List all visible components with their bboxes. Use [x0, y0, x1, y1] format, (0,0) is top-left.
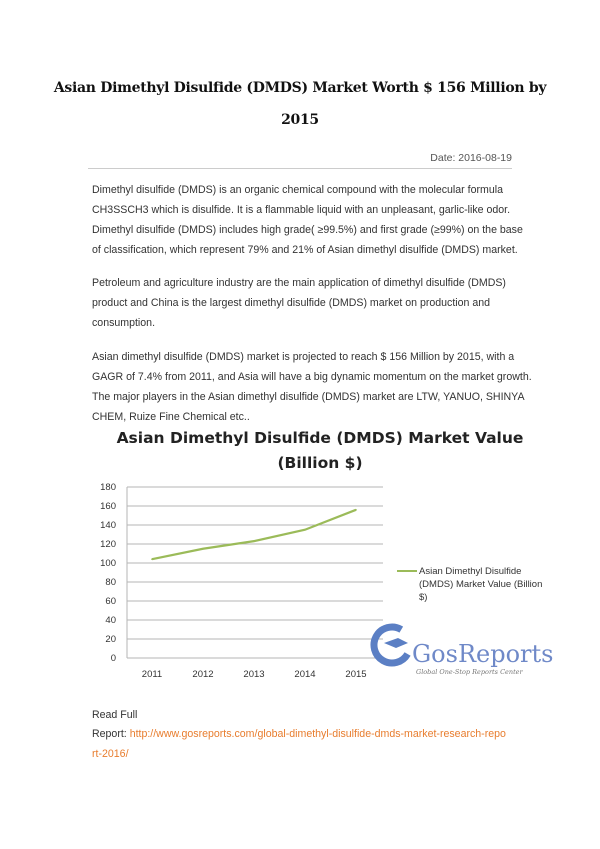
document-title-line-2: 2015 [281, 112, 319, 128]
y-tick-label: 40 [105, 615, 116, 626]
x-tick-label: 2011 [142, 669, 162, 680]
logo-cap-icon [384, 638, 408, 648]
legend-label-line-2: (DMDS) Market Value (Billion [419, 579, 542, 590]
logo-text: GosReports [412, 640, 553, 668]
x-tick-label: 2012 [192, 669, 213, 680]
gosreports-logo: GosReports Global One-Stop Reports Cente… [370, 623, 553, 676]
data-point [355, 509, 357, 511]
legend-label-line-1: Asian Dimethyl Disulfide [419, 566, 521, 577]
y-tick-label: 80 [105, 577, 116, 588]
data-point [202, 547, 204, 550]
legend-label-line-3: $) [419, 592, 427, 603]
divider [88, 168, 512, 169]
document-title-line-1: Asian Dimethyl Disulfide (DMDS) Market W… [53, 80, 547, 96]
logo-tagline: Global One-Stop Reports Center [416, 668, 524, 676]
report-link[interactable]: http://www.gosreports.com/global-dimethy… [129, 728, 506, 740]
data-point [151, 558, 153, 560]
paragraph-2-line: product and China is the largest dimethy… [92, 297, 491, 309]
paragraph-3-line: CHEM, Ruize Fine Chemical etc.. [92, 411, 250, 423]
paragraph-3-line: GAGR of 7.4% from 2011, and Asia will ha… [92, 371, 532, 383]
data-point [304, 528, 306, 531]
chart-title-line-1: Asian Dimethyl Disulfide (DMDS) Market V… [117, 429, 524, 447]
report-line: Report: http://www.gosreports.com/global… [92, 728, 506, 740]
y-tick-label: 20 [105, 634, 116, 645]
paragraph-1-line: Dimethyl disulfide (DMDS) includes high … [92, 224, 523, 236]
chart-title-line-2: (Billion $) [277, 454, 362, 472]
report-label: Report: [92, 728, 130, 740]
y-tick-label: 100 [100, 558, 116, 569]
x-tick-label: 2015 [345, 669, 366, 680]
paragraph-1-line: Dimethyl disulfide (DMDS) is an organic … [92, 184, 503, 196]
data-point [253, 540, 255, 542]
y-tick-label: 60 [105, 596, 116, 607]
paragraph-1-line: of classification, which represent 79% a… [92, 244, 518, 256]
report-link-continued[interactable]: rt-2016/ [92, 748, 129, 760]
paragraph-1-line: CH3SSCH3 which is disulfide. It is a fla… [92, 204, 511, 216]
paragraph-2-line: consumption. [92, 317, 156, 329]
paragraph-3-line: Asian dimethyl disulfide (DMDS) market i… [92, 351, 515, 363]
read-full-label: Read Full [92, 709, 138, 721]
y-tick-label: 160 [100, 501, 116, 512]
y-tick-label: 0 [111, 653, 116, 664]
y-tick-label: 140 [100, 520, 116, 531]
paragraph-3-line: The major players in the Asian dimethyl … [92, 391, 525, 403]
x-tick-label: 2014 [294, 669, 315, 680]
series-line [151, 508, 357, 561]
y-tick-label: 180 [100, 482, 116, 493]
logo-mark-icon [370, 623, 414, 667]
y-tick-label: 120 [100, 539, 116, 550]
paragraph-2-line: Petroleum and agriculture industry are t… [92, 277, 506, 289]
x-tick-label: 2013 [243, 669, 264, 680]
document-date: Date: 2016-08-19 [430, 152, 512, 164]
